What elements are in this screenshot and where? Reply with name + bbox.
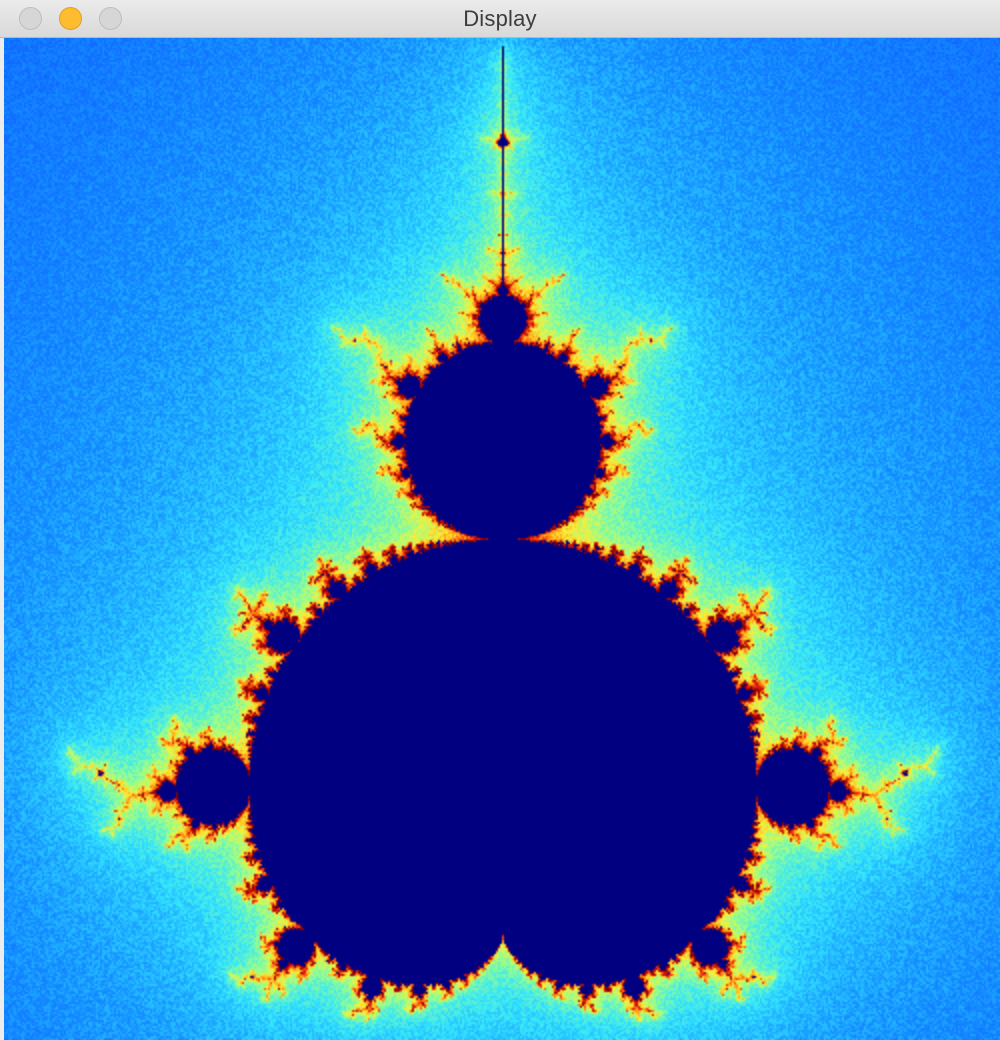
window-title: Display: [463, 6, 537, 31]
title-bar[interactable]: Display: [0, 0, 1000, 38]
minimize-button[interactable]: [59, 7, 82, 30]
fractal-display-area[interactable]: [4, 38, 1000, 1040]
mandelbrot-canvas[interactable]: [4, 38, 1000, 1040]
close-button[interactable]: [19, 7, 42, 30]
zoom-button[interactable]: [99, 7, 122, 30]
